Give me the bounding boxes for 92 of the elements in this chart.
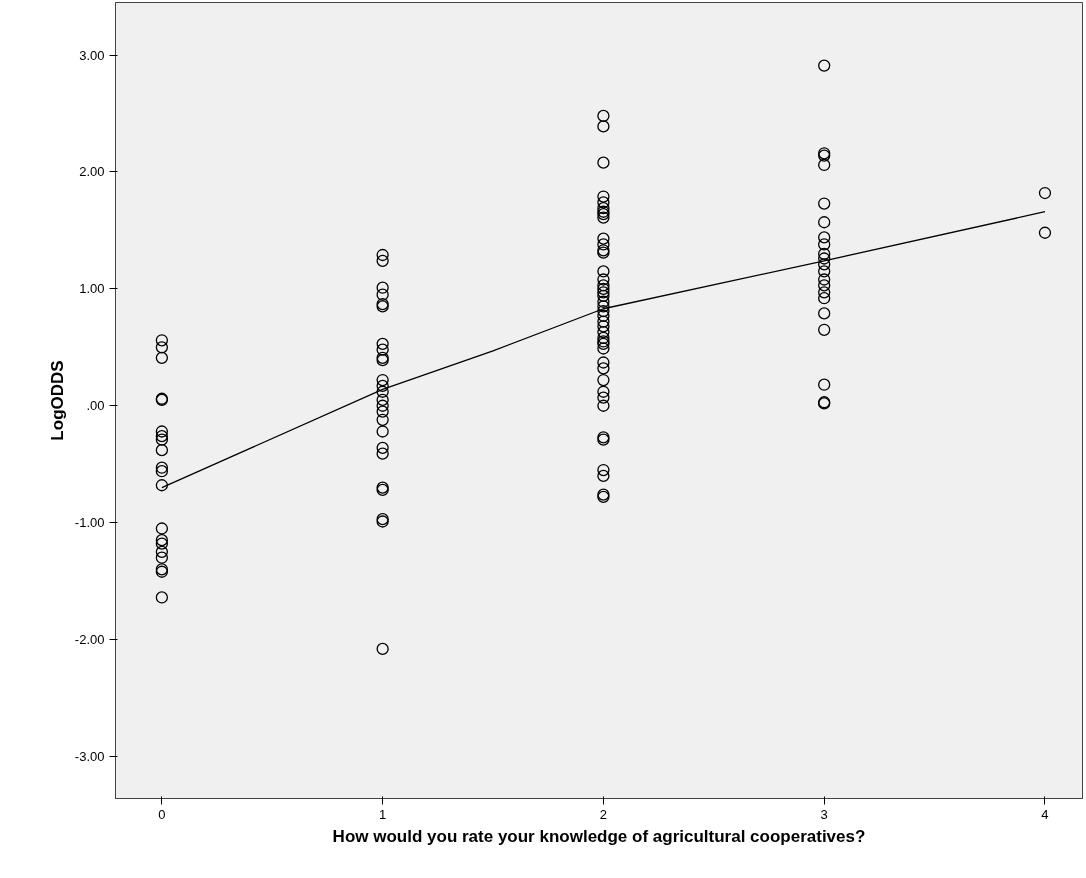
point (597, 273, 610, 286)
point (818, 279, 831, 292)
point (597, 265, 610, 278)
point (597, 463, 610, 477)
point (597, 232, 610, 245)
point (155, 425, 169, 438)
point (818, 323, 831, 336)
point (597, 109, 610, 123)
point (597, 469, 610, 483)
y-tick-label: 1.00 (79, 281, 105, 297)
point (1038, 186, 1052, 200)
point (818, 158, 831, 172)
point (155, 522, 169, 535)
y-tick-label: 2.00 (79, 164, 105, 180)
point (597, 156, 610, 169)
point (1038, 226, 1052, 239)
point (597, 309, 610, 322)
point (818, 59, 831, 72)
point (597, 320, 610, 333)
point (818, 286, 831, 299)
point (597, 279, 610, 292)
x-tick-label: 4 (1041, 806, 1049, 822)
point (376, 385, 389, 398)
point (155, 591, 169, 604)
point (155, 341, 169, 354)
point (376, 373, 389, 387)
point (597, 282, 610, 296)
point (818, 378, 831, 391)
point (376, 343, 389, 356)
x-tick-label: 3 (820, 806, 828, 822)
point (818, 273, 831, 286)
point (597, 342, 610, 355)
point (376, 254, 389, 267)
y-axis-title: LogODDS (47, 360, 67, 441)
point (818, 247, 831, 260)
point (155, 545, 169, 559)
point (376, 441, 389, 454)
point (376, 393, 389, 407)
y-tick-label: .00 (86, 398, 105, 414)
point (597, 373, 610, 387)
y-tick-label: -2.00 (74, 632, 105, 648)
point (818, 292, 831, 305)
y-tick-label: -3.00 (74, 748, 105, 764)
point (597, 362, 610, 375)
point (818, 231, 831, 244)
point (597, 196, 610, 209)
point (376, 399, 389, 412)
point (155, 479, 169, 492)
point (155, 465, 169, 478)
point (818, 265, 831, 278)
point (597, 385, 610, 398)
y-tick-label: -1.00 (74, 515, 105, 531)
point (597, 325, 610, 339)
point (597, 295, 610, 308)
point (597, 120, 610, 133)
point (597, 315, 610, 328)
point (155, 551, 169, 564)
point (155, 444, 169, 457)
point (155, 334, 169, 347)
point (376, 413, 389, 426)
x-tick-label: 1 (379, 806, 387, 822)
point (818, 307, 831, 320)
point (155, 461, 169, 474)
y-tick-label: 3.00 (79, 47, 105, 63)
point (818, 197, 831, 210)
point (376, 447, 389, 460)
x-tick-label: 0 (158, 806, 166, 822)
point (597, 399, 610, 412)
point (376, 337, 389, 350)
point (155, 351, 169, 364)
point (818, 252, 831, 265)
point (376, 248, 389, 262)
point (376, 405, 389, 418)
point (597, 300, 610, 313)
point (818, 238, 831, 251)
point (597, 190, 610, 203)
point (376, 642, 389, 656)
point (597, 289, 610, 303)
x-axis-title: How would you rate your knowledge of agricultural cooperatives? (332, 826, 866, 846)
point (597, 356, 610, 369)
point (818, 258, 831, 271)
point (376, 288, 389, 301)
point (597, 304, 610, 318)
point (376, 281, 389, 294)
point (597, 211, 610, 224)
point (597, 286, 610, 299)
point (818, 216, 831, 229)
point (597, 391, 610, 404)
x-tick-label: 2 (599, 806, 608, 822)
point (376, 379, 389, 393)
point (376, 425, 389, 438)
point (597, 238, 610, 251)
